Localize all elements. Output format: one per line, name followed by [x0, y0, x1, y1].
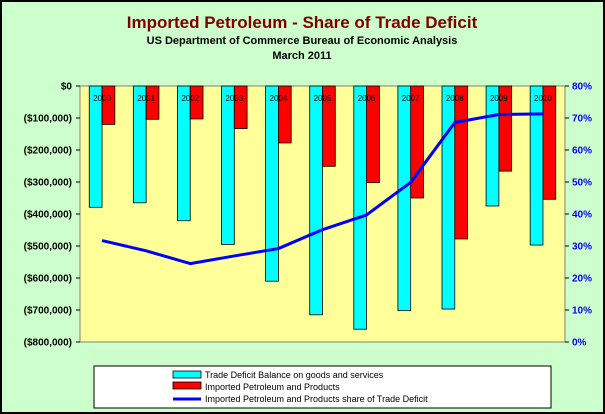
left-tick-label: ($500,000) [24, 242, 72, 253]
bar-petroleum [322, 85, 336, 167]
right-tick-label: 40% [572, 210, 592, 221]
bar-trade-deficit [88, 85, 103, 208]
legend-swatch-petroleum [172, 381, 202, 390]
bar-petroleum [498, 85, 513, 172]
bar-petroleum [189, 85, 204, 120]
right-tick-label: 20% [572, 274, 592, 285]
bar-trade-deficit [353, 85, 367, 330]
legend-box [93, 365, 552, 409]
legend-label-petroleum: Imported Petroleum and Products [205, 382, 340, 392]
right-tick-label: 0% [572, 338, 587, 349]
line-series [101, 112, 543, 266]
category-label: 2009 [490, 94, 508, 103]
left-tick-label: $0 [61, 82, 73, 93]
left-tick-label: ($800,000) [24, 338, 72, 349]
left-tick-label: ($100,000) [24, 114, 72, 125]
bar-trade-deficit [132, 85, 147, 204]
legend-label-trade-deficit: Trade Deficit Balance on goods and servi… [205, 370, 384, 380]
category-label: 2006 [358, 94, 376, 103]
bar-trade-deficit [265, 85, 279, 282]
bar-trade-deficit [177, 85, 191, 222]
category-labels: 2000 2001 2002 2003 2004 2005 2006 2007 2008 2009… [93, 94, 552, 103]
bar-petroleum [233, 85, 248, 129]
bar-trade-deficit [529, 85, 544, 246]
category-label: 2003 [225, 94, 243, 103]
left-tick-label: ($300,000) [24, 178, 72, 189]
left-axis: $0 ($100,000) ($200,000) ($300,000) ($400,00… [24, 82, 80, 349]
right-axis: 80% 70% 60% 50% 40% 30% 20% 10% 0% [565, 82, 592, 349]
legend-label-share: Imported Petroleum and Products share of… [205, 394, 428, 404]
chart-subtitle: US Department of Commerce Bureau of Econ… [147, 35, 458, 47]
right-tick-label: 60% [572, 146, 592, 157]
left-tick-label: ($200,000) [24, 146, 72, 157]
bar-petroleum [145, 85, 160, 120]
bar-petroleum [454, 85, 468, 240]
category-label: 2005 [314, 94, 332, 103]
category-label: 2000 [93, 94, 111, 103]
bar-petroleum [366, 85, 380, 184]
category-label: 2002 [181, 94, 199, 103]
legend: Trade Deficit Balance on goods and servi… [93, 365, 552, 409]
bar-trade-deficit [221, 85, 235, 245]
chart-title: Imported Petroleum - Share of Trade Defi… [127, 13, 478, 32]
category-label: 2008 [446, 94, 464, 103]
right-tick-label: 80% [572, 82, 592, 93]
right-tick-label: 70% [572, 114, 592, 125]
category-label: 2001 [137, 94, 155, 103]
chart-date-line: March 2011 [272, 50, 331, 62]
category-label: 2010 [534, 94, 552, 103]
category-label: 2004 [270, 94, 288, 103]
right-tick-label: 30% [572, 242, 592, 253]
share-line [101, 112, 543, 266]
bar-trade-deficit [397, 85, 412, 312]
left-tick-label: ($600,000) [24, 274, 72, 285]
right-tick-label: 50% [572, 178, 592, 189]
right-tick-label: 10% [572, 306, 592, 317]
bar-trade-deficit [309, 85, 323, 316]
legend-swatch-trade-deficit [172, 370, 202, 379]
bar-petroleum [101, 85, 116, 125]
bar-petroleum [278, 85, 292, 144]
left-tick-label: ($700,000) [24, 306, 72, 317]
category-label: 2007 [402, 94, 420, 103]
bar-trade-deficit [485, 85, 500, 207]
left-tick-label: ($400,000) [24, 210, 72, 221]
bar-trade-deficit [441, 85, 456, 310]
bar-petroleum [542, 85, 557, 200]
